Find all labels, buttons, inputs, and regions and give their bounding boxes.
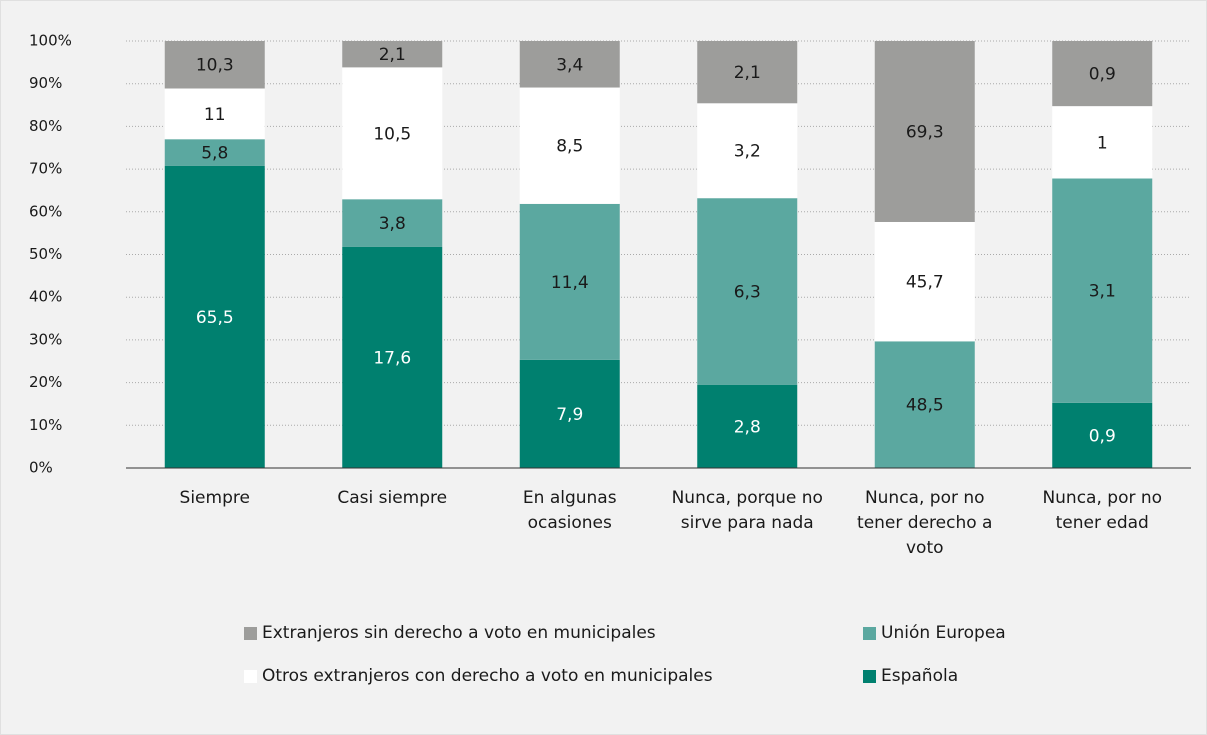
legend-item: Extranjeros sin derecho a voto en munici… — [244, 623, 656, 643]
value-label: 3,2 — [734, 142, 761, 162]
legend-item: Unión Europea — [863, 623, 1006, 643]
bar-segment — [164, 88, 265, 140]
legend-label: Española — [881, 666, 959, 686]
legend-label: Unión Europea — [881, 623, 1006, 643]
value-label: 10,5 — [373, 124, 411, 144]
value-label: 11 — [204, 105, 226, 125]
x-tick-label: Nunca, por no tener edad — [1042, 488, 1163, 533]
value-label: 2,1 — [379, 45, 406, 65]
value-label: 1 — [1097, 133, 1108, 153]
y-tick-label: 30% — [29, 330, 62, 348]
x-tick-label: Casi siempre — [337, 488, 448, 508]
bar-segment — [1052, 178, 1153, 403]
value-label: 3,8 — [379, 214, 406, 234]
value-label: 6,3 — [734, 283, 761, 303]
value-label: 0,9 — [1089, 426, 1116, 446]
value-label: 3,4 — [556, 55, 583, 75]
y-tick-label: 70% — [29, 160, 62, 178]
bar-segment — [519, 359, 620, 468]
y-tick-label: 20% — [29, 373, 62, 391]
bar-segment — [697, 198, 798, 385]
bar-segment — [874, 41, 975, 222]
y-tick-label: 10% — [29, 416, 62, 434]
bar-segment — [164, 139, 265, 166]
y-tick-label: 90% — [29, 74, 62, 92]
value-label: 45,7 — [906, 273, 944, 293]
y-tick-label: 100% — [29, 32, 72, 50]
legend-item: Otros extranjeros con derecho a voto en … — [244, 666, 713, 686]
bar-segment — [1052, 41, 1153, 107]
value-label: 48,5 — [906, 396, 944, 416]
bar-segment — [697, 41, 798, 104]
legend-swatch — [863, 626, 876, 640]
legend-label: Extranjeros sin derecho a voto en munici… — [262, 623, 656, 643]
bar-segment — [342, 199, 443, 247]
bar-segment — [164, 165, 265, 468]
bar-segment — [1052, 402, 1153, 468]
y-tick-label: 50% — [29, 245, 62, 263]
bar-segment — [519, 41, 620, 88]
legend-swatch — [244, 669, 257, 683]
bar-segment — [1052, 106, 1153, 179]
bar-segment — [697, 103, 798, 199]
value-label: 10,3 — [196, 56, 234, 76]
bar-segment — [519, 87, 620, 204]
bar-segment — [874, 221, 975, 342]
value-label: 69,3 — [906, 122, 944, 142]
bar-segment — [697, 384, 798, 468]
value-label: 3,1 — [1089, 282, 1116, 302]
legend-item: Española — [863, 666, 958, 686]
y-tick-label: 60% — [29, 202, 62, 220]
value-label: 65,5 — [196, 308, 234, 328]
bar-segment — [342, 41, 443, 68]
value-label: 5,8 — [201, 144, 228, 164]
x-tick-label: En algunas ocasiones — [522, 488, 617, 533]
y-tick-label: 80% — [29, 117, 62, 135]
value-label: 17,6 — [373, 348, 411, 368]
x-tick-label: Nunca, por no tener derecho a voto — [857, 488, 993, 558]
value-label: 2,8 — [734, 417, 761, 437]
legend-swatch — [863, 669, 876, 683]
bar-segment — [342, 246, 443, 468]
y-tick-label: 40% — [29, 288, 62, 306]
value-label: 0,9 — [1089, 65, 1116, 85]
value-label: 2,1 — [734, 63, 761, 83]
bar-segment — [164, 41, 265, 89]
x-tick-label: Siempre — [179, 488, 250, 508]
y-tick-label: 0% — [29, 459, 53, 477]
x-tick-label: Nunca, porque no sirve para nada — [671, 488, 823, 533]
bar-segment — [519, 203, 620, 360]
bar-segment — [342, 67, 443, 200]
legend-label: Otros extranjeros con derecho a voto en … — [262, 666, 713, 686]
value-label: 7,9 — [556, 405, 583, 425]
legend-swatch — [244, 626, 257, 640]
value-label: 8,5 — [556, 137, 583, 157]
value-label: 11,4 — [551, 273, 589, 293]
bar-segment — [874, 341, 975, 468]
